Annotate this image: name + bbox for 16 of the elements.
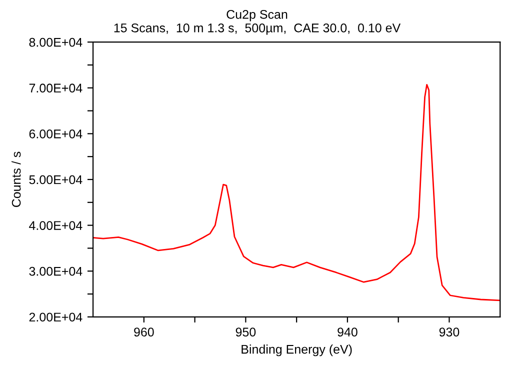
y-tick-label: 3.00E+04 bbox=[29, 266, 82, 276]
x-tick-label: 940 bbox=[338, 328, 358, 337]
line-series bbox=[93, 84, 500, 302]
x-tick-label: 930 bbox=[439, 328, 460, 337]
x-axis-title: Binding Energy (eV) bbox=[242, 344, 352, 356]
y-tick-label: 5.00E+04 bbox=[29, 175, 82, 184]
chart-title: Cu2p Scan bbox=[226, 10, 288, 22]
y-tick-label: 4.00E+04 bbox=[29, 221, 82, 230]
x-tick-label: 950 bbox=[236, 328, 256, 337]
x-tick-label: 960 bbox=[134, 328, 154, 337]
chart-subtitle: 15 Scans, 10 m 1.3 s, 500µm, CAE 30.0, 0.10 eV bbox=[114, 23, 401, 35]
y-tick-label: 8.00E+04 bbox=[29, 38, 82, 47]
y-tick-label: 7.00E+04 bbox=[29, 84, 82, 93]
y-tick-label: 2.00E+04 bbox=[29, 312, 82, 322]
y-axis-title: Counts / s bbox=[12, 152, 21, 207]
y-tick-label: 6.00E+04 bbox=[29, 129, 82, 138]
